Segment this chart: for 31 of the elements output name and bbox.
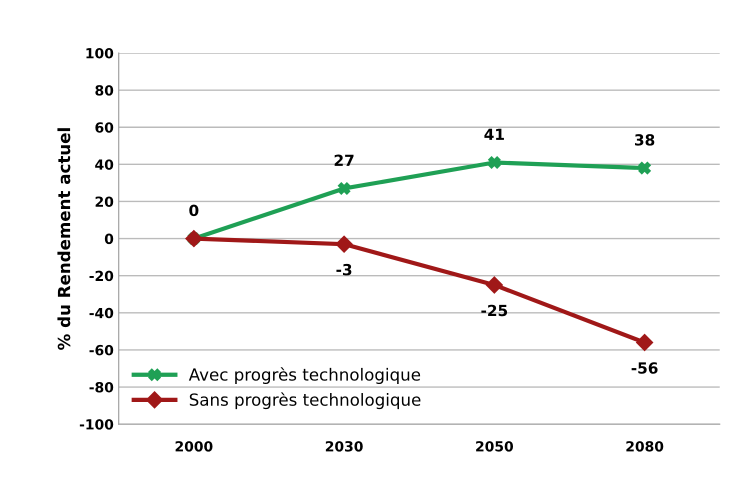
x-tick-label: 2080 [626, 441, 664, 452]
x-tick-label: 2050 [476, 441, 514, 452]
data-label: 27 [334, 154, 354, 166]
y-axis-title: % du Rendement actuel [57, 128, 70, 350]
y-tick-label: 80 [95, 85, 114, 96]
y-tick-label: -100 [80, 419, 114, 430]
y-tick-label: -20 [90, 270, 114, 282]
point [338, 182, 350, 195]
y-tick-label: 60 [95, 122, 114, 133]
data-label: 38 [635, 134, 654, 146]
x-tick-label: 2030 [326, 441, 363, 452]
data-label: -3 [336, 264, 352, 276]
point [488, 156, 501, 169]
y-tick-label: -80 [90, 382, 114, 393]
y-tick-label: 40 [95, 159, 114, 170]
y-tick-label: 20 [96, 196, 114, 207]
point [636, 334, 654, 352]
legend-label: Sans progrès technologique [190, 392, 420, 410]
point [336, 236, 353, 253]
y-tick-label: 100 [86, 48, 114, 58]
x-tick-label: 2000 [176, 441, 213, 452]
point [486, 276, 503, 294]
data-label: 41 [484, 128, 504, 140]
y-tick-label: 0 [104, 234, 114, 244]
y-tick-label: -40 [90, 308, 114, 318]
y-tick-label: -60 [90, 344, 114, 356]
data-label: -56 [632, 362, 658, 374]
data-label: -25 [481, 304, 508, 316]
point [638, 162, 651, 174]
data-label: 0 [189, 204, 198, 216]
legend-label: Avec progrès technologique [188, 367, 420, 384]
